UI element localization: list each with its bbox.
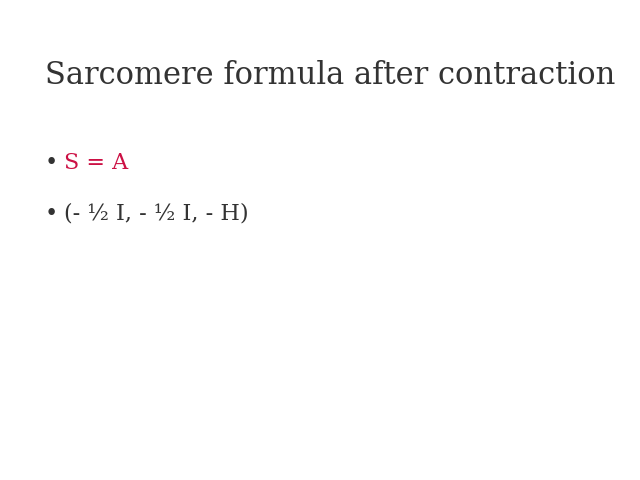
Text: •: • xyxy=(45,203,58,225)
Text: (- ½ I, - ½ I, - H): (- ½ I, - ½ I, - H) xyxy=(64,203,248,225)
Text: S = A: S = A xyxy=(64,152,128,174)
Text: •: • xyxy=(45,152,58,174)
Text: Sarcomere formula after contraction: Sarcomere formula after contraction xyxy=(45,60,615,91)
